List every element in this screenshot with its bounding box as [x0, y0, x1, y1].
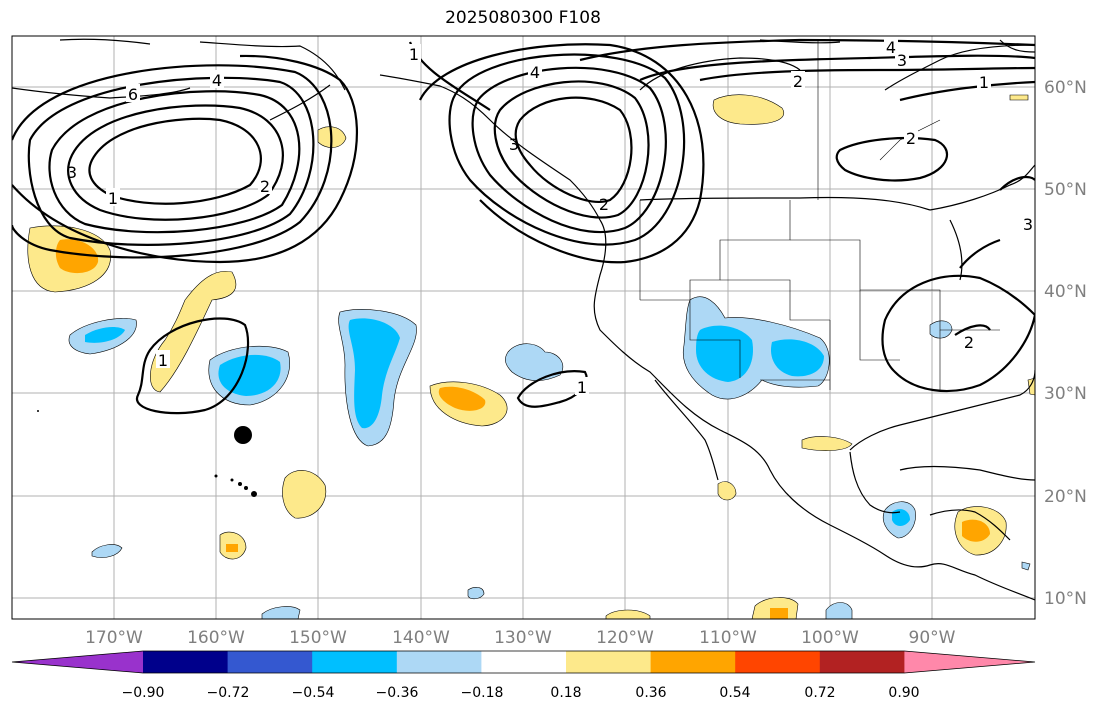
colorbar-tick-label: −0.36: [376, 685, 419, 701]
lat-label: 50°N: [1044, 180, 1087, 200]
contour-label: 1: [979, 73, 989, 92]
colorbar-segment: [227, 651, 313, 673]
colorbar-tick-label: 0.36: [635, 685, 666, 701]
map-title: 2025080300 F108: [445, 8, 601, 28]
contour-label: 3: [1023, 215, 1033, 234]
colorbar-tick-label: −0.18: [461, 685, 504, 701]
colorbar-segment: [566, 651, 652, 673]
lat-label: 30°N: [1044, 384, 1087, 404]
contour-label: 3: [897, 51, 907, 70]
map-frame: [11, 35, 1036, 620]
contour-label: 1: [409, 45, 419, 64]
lon-label: 140°W: [392, 628, 450, 648]
colorbar: [11, 650, 1036, 674]
contour-label: 2: [599, 195, 609, 214]
colorbar-segment: [819, 651, 905, 673]
lat-label: 60°N: [1044, 78, 1087, 98]
contour-labels: 1 4 6 1 2 4 4 3 2 1 2 1 1 2 3 2 3 3: [67, 37, 1033, 397]
islands: [37, 410, 257, 497]
contour-label: 2: [260, 177, 270, 196]
anomaly-shading: [27, 94, 1035, 619]
colorbar-extend-max: [904, 651, 1035, 673]
colorbar-tick-label: 0.72: [804, 685, 835, 701]
colorbar-outline: [11, 650, 1036, 674]
latitude-labels: 60°N 50°N 40°N 30°N 20°N 10°N: [1044, 78, 1087, 609]
longitude-labels: 170°W 160°W 150°W 140°W 130°W 120°W 110°…: [85, 628, 956, 648]
colorbar-labels: −0.90 −0.72 −0.54 −0.36 −0.18 0.18 0.36 …: [122, 685, 920, 701]
colorbar-tick-label: −0.72: [207, 685, 250, 701]
lon-label: 170°W: [85, 628, 143, 648]
location-marker: [234, 426, 252, 444]
colorbar-segment: [312, 651, 398, 673]
contour-label: 2: [793, 72, 803, 91]
contour-lines: [12, 38, 1035, 415]
lon-label: 100°W: [801, 628, 859, 648]
colorbar-tick-label: 0.90: [888, 685, 919, 701]
colorbar-segment: [396, 651, 482, 673]
contour-label: 2: [906, 129, 916, 148]
colorbar-tick-label: 0.18: [550, 685, 581, 701]
contour-label: 4: [886, 38, 896, 57]
colorbar-segment: [143, 651, 229, 673]
contour-label: 1: [158, 351, 168, 370]
lat-label: 20°N: [1044, 487, 1087, 507]
lon-label: 90°W: [909, 628, 956, 648]
contour-label: 4: [212, 71, 222, 90]
colorbar-tick-label: −0.54: [292, 685, 335, 701]
colorbar-segment: [735, 651, 821, 673]
colorbar-segment: [481, 651, 567, 673]
lon-label: 130°W: [494, 628, 552, 648]
contour-label: 1: [577, 378, 587, 397]
lon-label: 150°W: [289, 628, 347, 648]
contour-label: 1: [108, 189, 118, 208]
lon-label: 160°W: [187, 628, 245, 648]
contour-label: 2: [964, 333, 974, 352]
lat-label: 10°N: [1044, 589, 1087, 609]
colorbar-extend-min: [12, 651, 143, 673]
lat-label: 40°N: [1044, 282, 1087, 302]
contour-label: 3: [67, 163, 77, 182]
colorbar-tick-label: 0.54: [719, 685, 750, 701]
lon-label: 110°W: [699, 628, 757, 648]
lon-label: 120°W: [596, 628, 654, 648]
contour-label: 6: [128, 85, 138, 104]
contour-label: 4: [530, 63, 540, 82]
colorbar-segment: [650, 651, 736, 673]
colorbar-tick-label: −0.90: [122, 685, 165, 701]
contour-label: 3: [509, 135, 519, 154]
